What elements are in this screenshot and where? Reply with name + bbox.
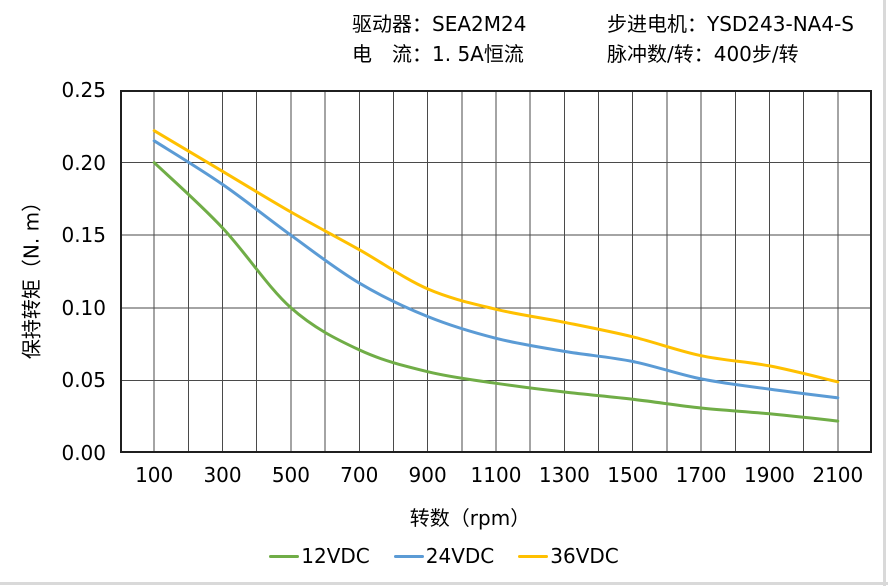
window-edge-right	[883, 0, 886, 586]
series-line-36VDC	[152, 129, 840, 384]
legend-item-24VDC: 24VDC	[393, 544, 495, 568]
spec-driver: 驱动器：SEA2M24	[352, 12, 527, 36]
x-axis-title: 转数（rpm）	[409, 506, 531, 530]
y-tick-label: 0.25	[61, 78, 106, 102]
legend-swatch-36VDC	[518, 554, 549, 558]
x-tick-label: 700	[340, 463, 379, 487]
spec-right-column: 步进电机：YSD243-NA4-S 脉冲数/转：400步/转	[607, 9, 854, 69]
y-tick-label: 0.10	[61, 295, 106, 320]
spec-current: 电 流：1. 5A恒流	[352, 42, 524, 66]
x-tick-label: 1300	[538, 463, 590, 487]
x-tick-label: 300	[203, 463, 242, 487]
y-tick-label: 0.00	[61, 441, 106, 465]
spec-left-column: 驱动器：SEA2M24 电 流：1. 5A恒流	[352, 9, 526, 69]
x-tick-label: 1500	[607, 463, 659, 487]
x-tick-label: 1700	[675, 463, 727, 487]
spec-motor: 步进电机：YSD243-NA4-S	[607, 12, 854, 36]
legend-label: 12VDC	[301, 544, 370, 568]
legend-label: 24VDC	[425, 544, 495, 568]
y-tick-label: 0.05	[61, 368, 106, 393]
x-tick-label: 1100	[470, 463, 522, 487]
legend-swatch-24VDC	[393, 554, 424, 558]
series-line-12VDC	[152, 161, 840, 423]
x-tick-label: 100	[135, 463, 174, 487]
legend-item-36VDC: 36VDC	[518, 544, 619, 568]
x-tick-label: 900	[408, 463, 447, 487]
legend-swatch-12VDC	[269, 554, 300, 558]
window-edge-bottom	[0, 582, 888, 585]
series-line-24VDC	[152, 139, 840, 400]
torque-curve-plot	[120, 90, 872, 453]
x-tick-label: 1900	[744, 463, 795, 487]
x-tick-label: 500	[271, 463, 310, 487]
x-tick-label: 2100	[812, 463, 864, 487]
spec-pulse: 脉冲数/转：400步/转	[607, 42, 799, 66]
chart-legend: 12VDC 24VDC 36VDC	[0, 544, 888, 568]
y-tick-label: 0.20	[61, 150, 106, 175]
legend-label: 36VDC	[550, 544, 619, 568]
plot-border	[120, 90, 872, 453]
y-tick-label: 0.15	[61, 223, 106, 248]
legend-item-12VDC: 12VDC	[269, 544, 370, 568]
